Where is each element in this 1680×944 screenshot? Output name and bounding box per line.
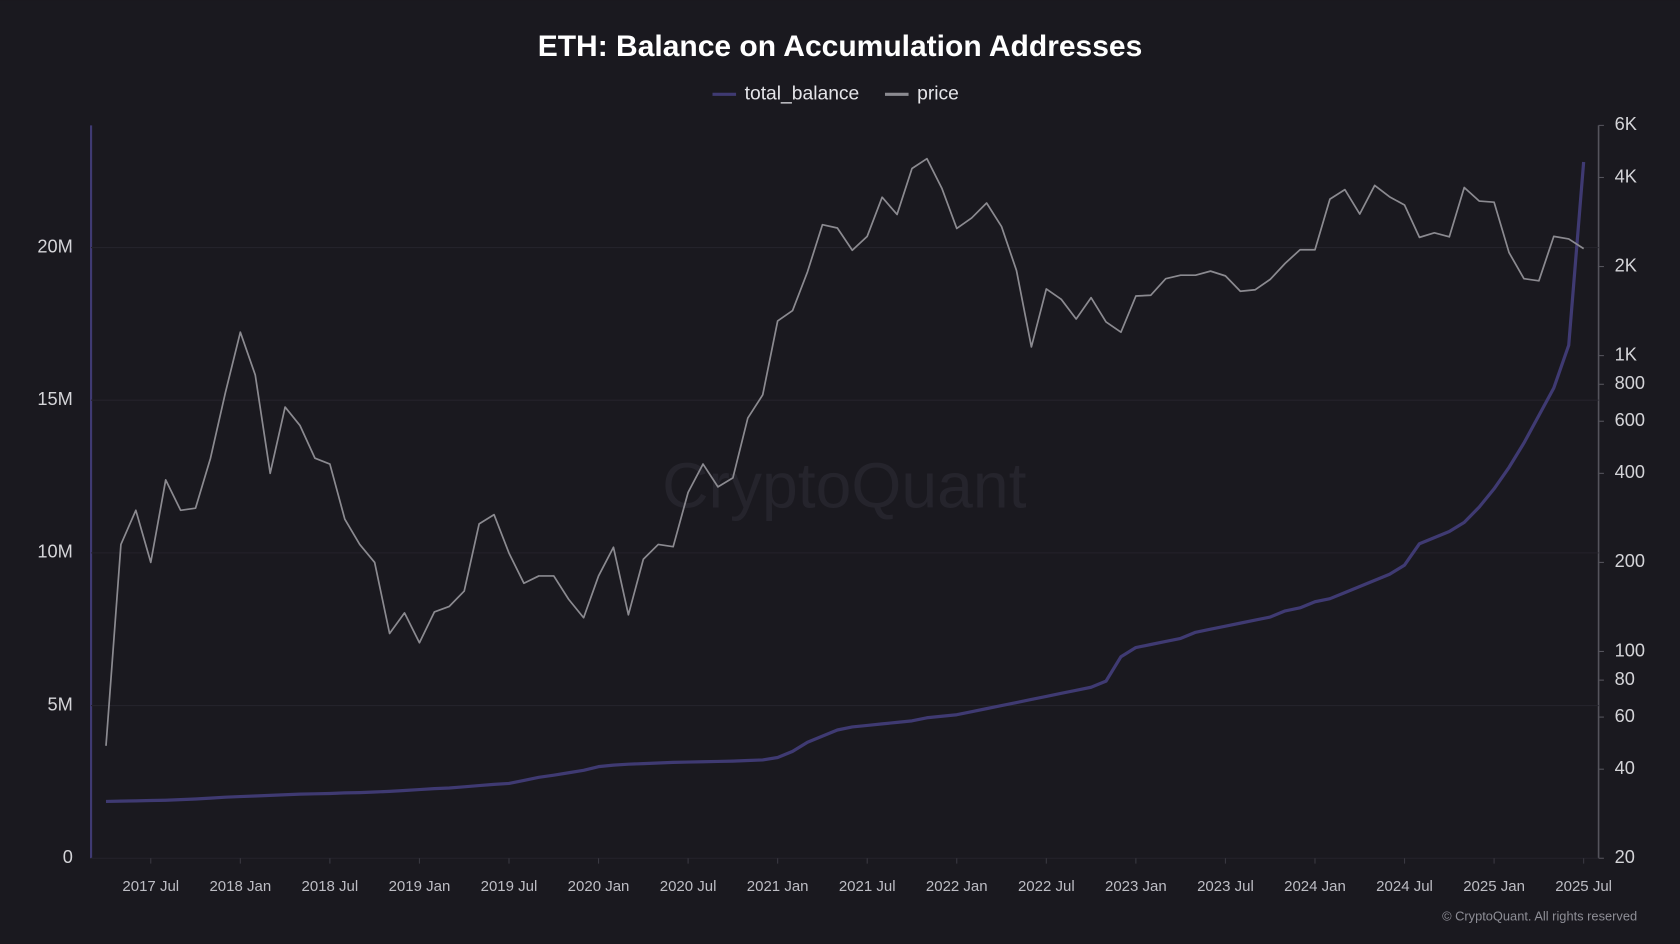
- y-tick-label: 15M: [37, 389, 72, 409]
- x-tick-label: 2024 Jul: [1376, 878, 1433, 895]
- chart-title: ETH: Balance on Accumulation Addresses: [538, 30, 1143, 63]
- x-tick-label: 2025 Jul: [1555, 878, 1612, 895]
- watermark: CryptoQuant: [662, 450, 1026, 522]
- y2-tick-label: 100: [1615, 640, 1645, 660]
- x-tick-label: 2018 Jul: [302, 878, 359, 895]
- footer: © CryptoQuant. All rights reserved: [1442, 909, 1637, 924]
- x-tick-label: 2024 Jan: [1284, 878, 1346, 895]
- y2-tick-label: 20: [1615, 847, 1635, 867]
- y2-tick-label: 40: [1615, 758, 1635, 778]
- y2-tick-label: 1K: [1615, 344, 1637, 364]
- x-tick-label: 2025 Jan: [1463, 878, 1525, 895]
- x-tick-label: 2022 Jul: [1018, 878, 1075, 895]
- series-line: [105, 161, 1586, 804]
- legend-label: total_balance: [745, 83, 860, 104]
- y-tick-label: 20M: [37, 236, 72, 256]
- x-tick-label: 2019 Jan: [389, 878, 451, 895]
- x-tick-label: 2019 Jul: [481, 878, 538, 895]
- y2-tick-label: 400: [1615, 462, 1645, 482]
- series-line: [105, 157, 1585, 746]
- legend-label: price: [917, 83, 959, 104]
- x-tick-label: 2017 Jul: [122, 878, 179, 895]
- y2-tick-label: 200: [1615, 551, 1645, 571]
- y2-tick-label: 4K: [1615, 166, 1637, 186]
- y2-tick-label: 2K: [1615, 255, 1637, 275]
- x-tick-label: 2021 Jan: [747, 878, 809, 895]
- y2-tick-label: 6K: [1615, 114, 1637, 134]
- x-tick-label: 2018 Jan: [209, 878, 271, 895]
- y2-tick-label: 60: [1615, 706, 1635, 726]
- x-tick-label: 2021 Jul: [839, 878, 896, 895]
- y2-tick-label: 600: [1615, 410, 1645, 430]
- legend: total_balance price: [712, 83, 959, 104]
- x-tick-label: 2022 Jan: [926, 878, 988, 895]
- x-tick-label: 2020 Jan: [568, 878, 630, 895]
- y-tick-label: 10M: [37, 542, 72, 562]
- x-tick-label: 2020 Jul: [660, 878, 717, 895]
- y-tick-label: 5M: [48, 694, 73, 714]
- y-tick-label: 0: [63, 847, 73, 867]
- y2-tick-label: 80: [1615, 669, 1635, 689]
- x-tick-label: 2023 Jan: [1105, 878, 1167, 895]
- x-tick-label: 2023 Jul: [1197, 878, 1254, 895]
- y2-tick-label: 800: [1615, 373, 1645, 393]
